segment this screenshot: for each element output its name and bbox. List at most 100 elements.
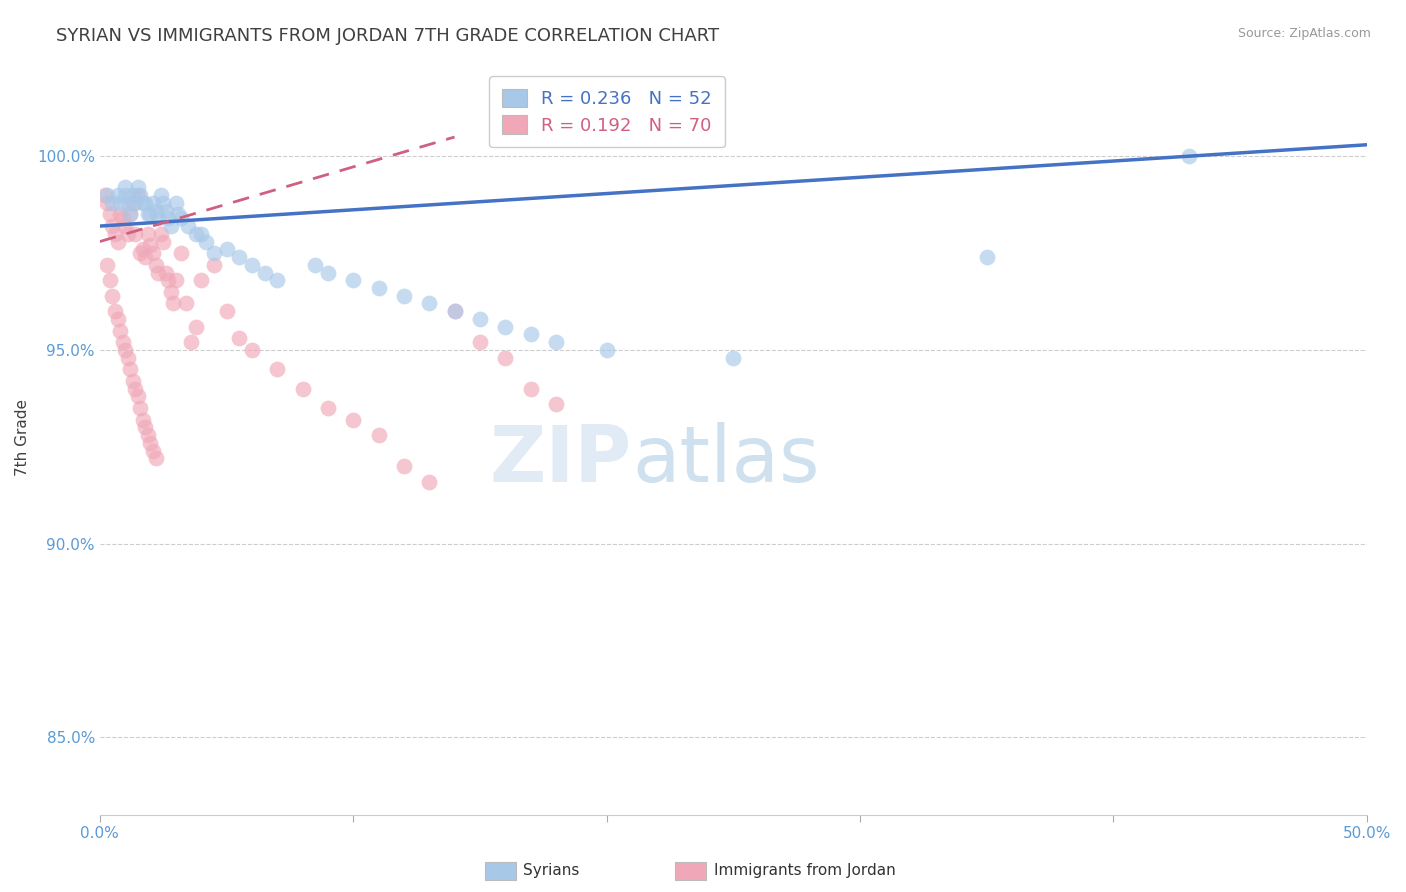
Point	[117, 195, 139, 210]
Point	[976, 250, 998, 264]
Point	[121, 188, 143, 202]
Point	[159, 285, 181, 299]
Point	[108, 207, 131, 221]
Point	[96, 258, 118, 272]
Point	[114, 343, 136, 357]
Point	[127, 389, 149, 403]
Point	[121, 195, 143, 210]
Point	[367, 428, 389, 442]
Point	[165, 195, 187, 210]
Point	[157, 273, 180, 287]
Point	[152, 235, 174, 249]
Point	[392, 459, 415, 474]
Point	[101, 219, 124, 233]
Point	[202, 258, 225, 272]
Point	[136, 428, 159, 442]
Point	[266, 273, 288, 287]
Point	[177, 219, 200, 233]
Point	[139, 207, 162, 221]
Point	[124, 382, 146, 396]
Point	[108, 324, 131, 338]
Point	[215, 304, 238, 318]
Point	[519, 382, 541, 396]
Text: atlas: atlas	[631, 422, 820, 498]
Point	[107, 312, 129, 326]
Point	[107, 188, 129, 202]
Point	[418, 296, 440, 310]
Point	[139, 435, 162, 450]
Point	[127, 188, 149, 202]
Point	[367, 281, 389, 295]
Point	[145, 203, 167, 218]
Point	[96, 195, 118, 210]
Point	[342, 412, 364, 426]
Point	[544, 335, 567, 350]
Text: Source: ZipAtlas.com: Source: ZipAtlas.com	[1237, 27, 1371, 40]
Point	[132, 412, 155, 426]
Point	[98, 207, 121, 221]
Point	[304, 258, 326, 272]
Point	[184, 319, 207, 334]
Point	[96, 188, 118, 202]
Point	[468, 335, 491, 350]
Text: Syrians: Syrians	[523, 863, 579, 878]
Point	[253, 266, 276, 280]
Point	[155, 266, 177, 280]
Point	[127, 180, 149, 194]
Point	[111, 211, 134, 226]
Point	[291, 382, 314, 396]
Point	[155, 203, 177, 218]
Point	[149, 188, 172, 202]
Point	[184, 227, 207, 241]
Point	[117, 227, 139, 241]
Point	[139, 238, 162, 252]
Point	[94, 188, 117, 202]
Point	[104, 304, 127, 318]
Text: SYRIAN VS IMMIGRANTS FROM JORDAN 7TH GRADE CORRELATION CHART: SYRIAN VS IMMIGRANTS FROM JORDAN 7TH GRA…	[56, 27, 720, 45]
Point	[129, 188, 152, 202]
Point	[228, 331, 250, 345]
Point	[190, 227, 212, 241]
Point	[142, 246, 165, 260]
Point	[117, 351, 139, 365]
Point	[167, 207, 190, 221]
Point	[134, 195, 156, 210]
Point	[132, 195, 155, 210]
Point	[104, 227, 127, 241]
Point	[132, 242, 155, 256]
Point	[134, 420, 156, 434]
Point	[134, 250, 156, 264]
Text: Immigrants from Jordan: Immigrants from Jordan	[714, 863, 896, 878]
Point	[145, 258, 167, 272]
Point	[142, 443, 165, 458]
Point	[443, 304, 465, 318]
Point	[146, 211, 169, 226]
Point	[215, 242, 238, 256]
Point	[190, 273, 212, 287]
Point	[240, 343, 263, 357]
Point	[392, 289, 415, 303]
Point	[519, 327, 541, 342]
Point	[174, 296, 197, 310]
Point	[595, 343, 617, 357]
Point	[266, 362, 288, 376]
Text: ZIP: ZIP	[489, 422, 631, 498]
Point	[124, 195, 146, 210]
Point	[468, 312, 491, 326]
Point	[149, 227, 172, 241]
Y-axis label: 7th Grade: 7th Grade	[15, 399, 30, 475]
Point	[170, 211, 193, 226]
Point	[170, 246, 193, 260]
Point	[101, 195, 124, 210]
Point	[180, 335, 202, 350]
Point	[136, 227, 159, 241]
Point	[316, 266, 339, 280]
Point	[120, 362, 142, 376]
Point	[494, 319, 516, 334]
Point	[443, 304, 465, 318]
Point	[107, 235, 129, 249]
Point	[142, 195, 165, 210]
Point	[145, 451, 167, 466]
Point	[152, 195, 174, 210]
Point	[159, 219, 181, 233]
